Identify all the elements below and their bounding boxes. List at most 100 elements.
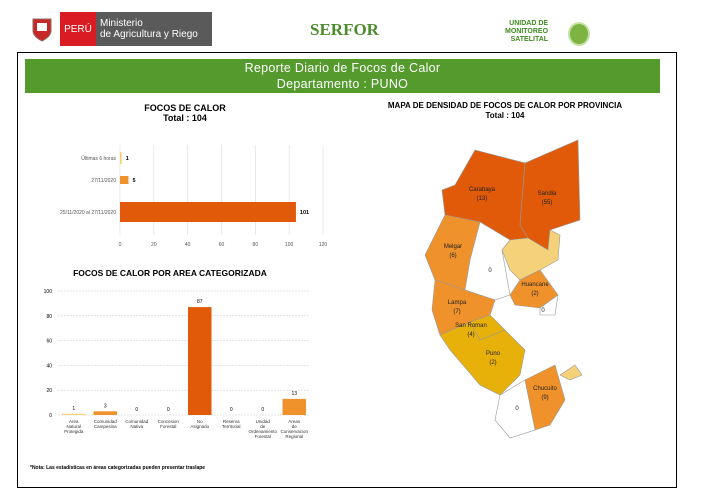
bar [120,202,296,222]
category-label-line: Comunidad [125,419,149,424]
province-putina [501,229,561,281]
province-label: Sandia [538,191,557,197]
category-label-line: Asignado [190,424,209,429]
province-count: (6) [449,253,456,259]
category-label: Unidad de Ordenamiento Forestal [248,419,277,439]
province-label: Chucuito [533,386,557,392]
area-bar-chart: 0 20 40 60 80 100 1 Area Natural Protegida 3 Comuni… [44,289,310,439]
peru-coat-of-arms-icon [24,12,60,46]
category-label: Reserva Territorial [222,419,241,429]
ministry-line2: de Agricultura y Riego [100,29,198,40]
province-count: (13) [477,196,488,202]
province-yunguyo [559,364,583,381]
satellite-globe-icon [568,22,590,46]
data-label: 5 [132,178,135,184]
footnote: *Nota: Las estadísticas en áreas categor… [30,465,206,471]
ums-line2: MONITOREO [505,28,549,35]
province-moho [539,294,559,316]
province-count: (9) [541,395,548,401]
category-label-line: Nativa [130,424,143,429]
zero-label: 0 [488,268,492,274]
ministry-line1: Ministerio [100,18,143,29]
peru-label: PERÚ [60,12,96,46]
category-label-line: Forestal [255,434,271,439]
map-total: Total : 104 [485,111,525,120]
focos-title: FOCOS DE CALOR [144,103,226,113]
province-elcollao [494,379,536,439]
puno-province-map: Carabaya (13) Sandia (55) Melgar (6) Huanca… [424,139,583,439]
data-label: 13 [291,391,297,397]
category-label: Últimas 6 horas [81,155,116,162]
x-tick-label: 40 [185,242,191,248]
province-label: Lampa [448,300,467,306]
category-label: Areas de Conservacion Regional [280,419,308,439]
ums-line1: UNIDAD DE [509,20,549,27]
category-label-line: Comunidad [94,419,118,424]
x-tick-label: 80 [253,242,259,248]
bar [282,398,306,415]
category-label-line: Unidad [256,419,271,424]
y-tick-label: 60 [46,339,52,345]
category-label: Comunidad Nativa [125,419,149,429]
category-label: 25/11/2020 al 27/11/2020 [60,210,116,216]
category-label: 27/11/2020 [91,178,116,184]
category-label: Concesion Forestal [158,419,180,429]
focos-total: Total : 104 [163,113,207,123]
bar [62,413,86,415]
focos-chart-title: FOCOS DE CALOR Total : 104 [100,103,270,123]
serfor-logo: SERFOR [310,20,379,39]
y-tick-label: 100 [44,289,53,295]
zero-label: 0 [541,308,545,314]
x-tick-label: 100 [285,242,294,248]
x-tick-label: 0 [119,242,122,248]
category-label-line: Area [69,419,79,424]
data-label: 0 [261,407,264,413]
minagri-logo: PERÚ Ministerio de Agricultura y Riego [24,12,212,46]
category-label-line: Reserva [223,419,240,424]
y-tick-label: 0 [49,413,52,419]
category-label-line: Conservacion [280,429,308,434]
bar [93,411,117,415]
province-label: Carabaya [469,187,496,193]
report-subtitle: Departamento : PUNO [276,77,409,91]
data-label: 0 [135,407,138,413]
x-tick-label: 60 [219,242,225,248]
bar [188,307,212,415]
province-label: Huancane [521,282,549,288]
zero-label: 0 [515,406,519,412]
bar [120,176,129,184]
data-label: 0 [230,407,233,413]
ums-logo-text: UNIDAD DE MONITOREO SATELITAL [505,20,548,44]
data-label: 87 [197,299,203,305]
ums-line3: SATELITAL [510,36,549,43]
province-count: (4) [467,332,474,338]
y-tick-label: 40 [46,363,52,369]
report-frame [17,52,677,488]
report-title: Reporte Diario de Focos de Calor [244,61,441,75]
bar [120,152,122,164]
category-label: Area Natural Protegida [64,419,84,434]
category-label-line: Regional [285,434,303,439]
y-tick-label: 80 [46,314,52,320]
focos-bar-chart: 0 20 40 60 80 100 120 Últimas 6 horas 1 27/11/202… [60,145,327,248]
province-label: San Roman [455,323,487,329]
province-label: Melgar [444,244,462,250]
category-label-line: No [197,419,203,424]
data-label: 3 [104,403,107,409]
category-label-line: Areas [288,419,301,424]
category-label-line: Concesion [158,419,180,424]
data-label: 0 [167,407,170,413]
x-tick-label: 20 [151,242,157,248]
province-puno [439,321,526,396]
map-title-block: MAPA DE DENSIDAD DE FOCOS DE CALOR POR P… [360,101,650,121]
y-tick-label: 20 [46,388,52,394]
category-label: No Asignado [190,419,209,429]
province-count: (55) [542,200,553,206]
data-label: 1 [126,156,129,162]
data-label: 1 [72,406,75,412]
ministry-name: Ministerio de Agricultura y Riego [96,12,212,46]
province-count: (2) [489,360,496,366]
category-label-line: de [292,424,298,429]
category-label-line: Campesina [94,424,117,429]
map-title: MAPA DE DENSIDAD DE FOCOS DE CALOR POR P… [387,101,623,110]
